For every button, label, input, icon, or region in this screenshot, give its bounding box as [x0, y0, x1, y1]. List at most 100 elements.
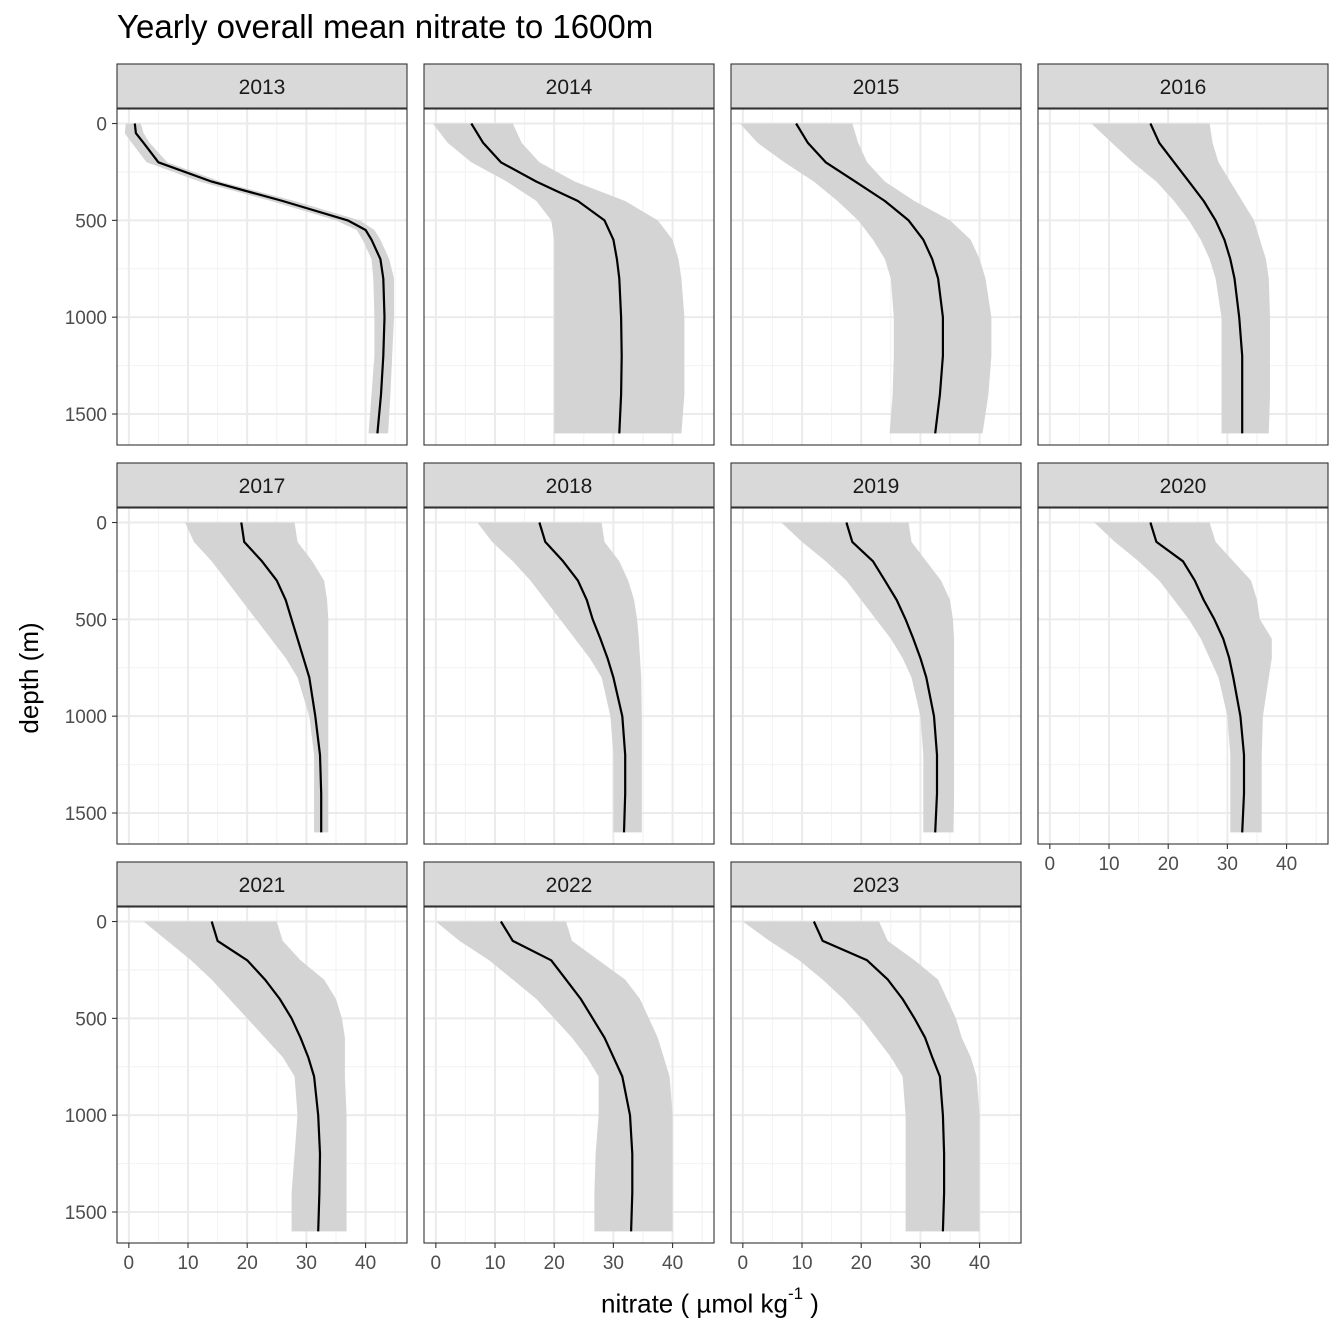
mean-line-2016 [1149, 123, 1244, 434]
facet-strip-2018 [423, 462, 715, 508]
facet-strip-label-2013: 2013 [239, 76, 286, 99]
mean-line-2020 [1149, 522, 1246, 833]
facet-strip-label-2014: 2014 [546, 76, 593, 99]
facet-strip-label-2016: 2016 [1160, 76, 1207, 99]
facet-panel-2023: 2023 0 10 20 30 40 [730, 861, 1022, 1274]
x-tick-label: 10 [791, 1253, 812, 1274]
ribbon-2019 [781, 522, 955, 833]
panel-border [423, 108, 715, 446]
facet-strip-label-2019: 2019 [853, 475, 900, 498]
facet-panel-2016: 2016 [1037, 63, 1329, 446]
mean-line-2018 [538, 522, 627, 833]
mean-line-2013 [133, 123, 386, 434]
facet-strip-label-2023: 2023 [853, 874, 900, 897]
chart-title: Yearly overall mean nitrate to 1600m [117, 8, 654, 45]
x-tick-label: 30 [603, 1253, 624, 1274]
facet-strip-2013 [116, 63, 408, 109]
x-tick-label: 0 [1045, 854, 1056, 875]
ribbon-2020 [1094, 522, 1272, 833]
facet-panel-2022: 2022 0 10 20 30 40 [423, 861, 715, 1274]
x-tick-label: 40 [662, 1253, 683, 1274]
panel-border [116, 507, 408, 845]
panel-border [116, 108, 408, 446]
facet-strip-label-2021: 2021 [239, 874, 286, 897]
facet-strip-2016 [1037, 63, 1329, 109]
mean-line-2022 [499, 920, 634, 1232]
facet-panel-2018: 2018 [423, 462, 715, 845]
x-tick-label: 10 [177, 1253, 198, 1274]
mean-line-2019 [845, 522, 939, 833]
x-tick-label: 20 [1158, 854, 1179, 875]
mean-line-2017 [240, 522, 323, 833]
mean-line-2021 [210, 921, 322, 1232]
y-tick-label: 0 [96, 913, 107, 934]
y-tick-label: 1500 [65, 804, 107, 825]
ribbon-2022 [435, 921, 673, 1232]
panel-border [1037, 507, 1329, 845]
x-tick-label: 30 [296, 1253, 317, 1274]
y-tick-label: 1500 [65, 405, 107, 426]
facet-panel-2017: 2017 0 500 1000 1500 [65, 462, 408, 845]
panel-border [1037, 108, 1329, 446]
y-tick-label: 500 [75, 211, 107, 232]
x-tick-label: 30 [1217, 854, 1238, 875]
mean-line-2015 [795, 122, 945, 434]
x-axis-label-superscript: -1 [787, 1284, 804, 1303]
facet-strip-label-2017: 2017 [239, 475, 286, 498]
x-tick-label: 10 [1098, 854, 1119, 875]
ribbon-2016 [1091, 123, 1270, 434]
panel-border [423, 507, 715, 845]
facet-strip-2017 [116, 462, 408, 508]
panel-border [116, 906, 408, 1244]
x-tick-label: 20 [237, 1253, 258, 1274]
facet-strip-label-2018: 2018 [546, 475, 593, 498]
facet-panel-2019: 2019 [730, 462, 1022, 845]
x-tick-label: 40 [355, 1253, 376, 1274]
x-tick-label: 10 [484, 1253, 505, 1274]
y-tick-label: 1000 [65, 1106, 107, 1127]
y-axis-label: depth (m) [14, 622, 44, 733]
x-tick-label: 40 [1276, 854, 1297, 875]
panel-border [730, 906, 1022, 1244]
facet-strip-2014 [423, 63, 715, 109]
x-axis-label-main: nitrate ( µmol kg [601, 1288, 788, 1319]
x-tick-label: 40 [969, 1253, 990, 1274]
y-tick-label: 500 [75, 610, 107, 631]
facet-strip-2019 [730, 462, 1022, 508]
x-tick-label: 20 [851, 1253, 872, 1274]
x-tick-label: 0 [738, 1253, 749, 1274]
y-tick-label: 0 [96, 115, 107, 136]
facet-panel-2015: 2015 [730, 63, 1022, 446]
x-axis-label-close: ) [803, 1288, 819, 1319]
ribbon-2023 [742, 921, 980, 1232]
facet-panel-2014: 2014 [423, 63, 715, 446]
ribbon-2021 [143, 921, 347, 1232]
panel-border [730, 108, 1022, 446]
y-tick-label: 1500 [65, 1203, 107, 1224]
panel-border [730, 507, 1022, 845]
facet-panel-2020: 2020 0 10 20 30 40 [1037, 462, 1329, 875]
facet-strip-label-2022: 2022 [546, 874, 593, 897]
facet-strip-2022 [423, 861, 715, 907]
x-tick-label: 0 [124, 1253, 135, 1274]
facet-panel-2021: 2021 0 500 1000 1500 0 10 20 30 40 [65, 861, 408, 1274]
mean-line-2014 [470, 122, 623, 434]
ribbon-2018 [477, 522, 642, 833]
y-tick-label: 1000 [65, 308, 107, 329]
x-tick-label: 30 [910, 1253, 931, 1274]
facet-strip-label-2015: 2015 [853, 76, 900, 99]
facet-strip-2015 [730, 63, 1022, 109]
ribbon-2017 [185, 522, 329, 833]
facet-panel-2013: 2013 0 500 1000 1500 [65, 63, 408, 446]
y-tick-label: 500 [75, 1009, 107, 1030]
facet-strip-2021 [116, 861, 408, 907]
facet-strip-2020 [1037, 462, 1329, 508]
x-axis-label: nitrate ( µmol kg-1 ) [601, 1284, 819, 1320]
mean-line-2023 [812, 921, 946, 1232]
facet-strip-2023 [730, 861, 1022, 907]
facet-strip-label-2020: 2020 [1160, 475, 1207, 498]
x-tick-label: 0 [431, 1253, 442, 1274]
y-tick-label: 0 [96, 514, 107, 535]
